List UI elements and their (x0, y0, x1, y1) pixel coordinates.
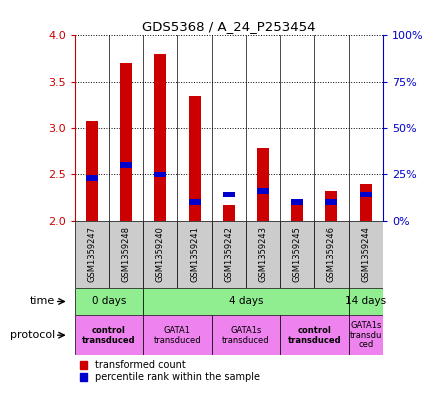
Bar (109, 220, 143, 288)
Text: GSM1359246: GSM1359246 (327, 226, 336, 282)
Bar (75, 220, 109, 288)
Bar (154, 171, 166, 177)
Bar (246, 220, 280, 288)
Bar (212, 220, 246, 288)
Title: GDS5368 / A_24_P253454: GDS5368 / A_24_P253454 (142, 20, 315, 33)
Bar (75, 315, 143, 355)
Text: GATA1s
transduced: GATA1s transduced (222, 326, 270, 345)
Bar (143, 220, 177, 288)
Bar (291, 199, 303, 205)
Text: protocol: protocol (10, 330, 55, 340)
Text: GSM1359241: GSM1359241 (190, 226, 199, 282)
Bar (120, 162, 132, 168)
Bar (326, 191, 337, 220)
Text: GSM1359248: GSM1359248 (121, 226, 131, 282)
Bar (348, 315, 383, 355)
Text: GSM1359243: GSM1359243 (259, 226, 268, 282)
Text: GSM1359242: GSM1359242 (224, 226, 233, 282)
Text: control
transduced: control transduced (82, 326, 136, 345)
Bar (348, 220, 383, 288)
Bar (348, 288, 383, 315)
Legend: transformed count, percentile rank within the sample: transformed count, percentile rank withi… (80, 360, 260, 382)
Text: GSM1359247: GSM1359247 (88, 226, 96, 282)
Text: 0 days: 0 days (92, 296, 126, 307)
Bar (223, 205, 235, 220)
Bar (257, 188, 269, 194)
Bar (86, 175, 98, 181)
Bar (212, 315, 280, 355)
Text: GATA1
transduced: GATA1 transduced (154, 326, 201, 345)
Bar (189, 95, 201, 220)
Text: time: time (29, 296, 55, 307)
Bar (189, 199, 201, 205)
Bar (177, 220, 212, 288)
Bar (257, 149, 269, 220)
Bar (291, 202, 303, 220)
Bar (143, 288, 348, 315)
Text: control
transduced: control transduced (288, 326, 341, 345)
Bar (86, 121, 98, 220)
Bar (314, 220, 348, 288)
Text: 4 days: 4 days (229, 296, 263, 307)
Bar (280, 220, 314, 288)
Text: GSM1359245: GSM1359245 (293, 226, 302, 282)
Text: GSM1359240: GSM1359240 (156, 226, 165, 282)
Bar (280, 315, 348, 355)
Bar (143, 315, 212, 355)
Text: 14 days: 14 days (345, 296, 386, 307)
Text: GATA1s
transdu
ced: GATA1s transdu ced (349, 321, 382, 349)
Bar (154, 54, 166, 220)
Bar (360, 192, 372, 197)
Bar (75, 288, 143, 315)
Bar (326, 199, 337, 205)
Bar (360, 184, 372, 220)
Bar (223, 192, 235, 197)
Text: GSM1359244: GSM1359244 (361, 226, 370, 282)
Bar (120, 63, 132, 220)
